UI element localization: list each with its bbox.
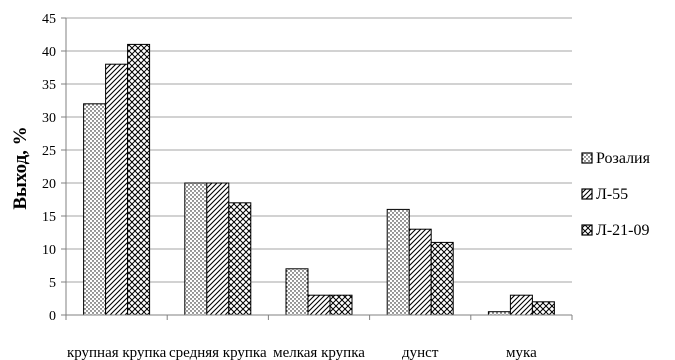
legend-swatch-dots bbox=[581, 152, 593, 164]
y-axis-ticks: 0 5 10 15 20 25 30 35 40 45 bbox=[42, 12, 56, 324]
legend-label: Розалия bbox=[596, 150, 651, 167]
y-tick-label: 5 bbox=[49, 276, 56, 291]
y-axis-label: Выход, % bbox=[10, 126, 31, 209]
y-tick-label: 25 bbox=[42, 144, 56, 159]
bar-diagonal-0 bbox=[105, 63, 129, 316]
gridlines bbox=[61, 17, 572, 316]
x-category-label: крупная крупка bbox=[67, 345, 167, 360]
bar-diagonal-2 bbox=[307, 294, 331, 316]
bar-crosshatch-1 bbox=[228, 202, 252, 316]
x-category-label: мука bbox=[506, 345, 537, 360]
y-tick-label: 10 bbox=[42, 243, 56, 258]
bar-crosshatch-0 bbox=[127, 43, 151, 316]
x-axis-categories: крупная крупка средняя крупка мелкая крупк… bbox=[67, 345, 537, 360]
bar-dots-2 bbox=[285, 268, 309, 316]
bar-crosshatch-4 bbox=[531, 301, 555, 316]
y-tick-label: 20 bbox=[42, 177, 56, 192]
axes bbox=[65, 18, 573, 320]
legend-swatch-crosshatch bbox=[581, 224, 593, 236]
bar-dots-1 bbox=[184, 182, 208, 316]
bar-diagonal-1 bbox=[206, 182, 230, 316]
y-tick-label: 30 bbox=[42, 111, 56, 126]
y-tick-label: 0 bbox=[49, 309, 56, 324]
y-tick-label: 35 bbox=[42, 78, 56, 93]
bar-diagonal-4 bbox=[509, 294, 533, 316]
y-tick-label: 15 bbox=[42, 210, 56, 225]
x-category-label: средняя крупка bbox=[169, 345, 267, 360]
legend-swatch-diagonal bbox=[581, 188, 593, 200]
bar-crosshatch-2 bbox=[329, 294, 353, 316]
legend: Розалия Л-55 Л-21-09 bbox=[581, 150, 651, 239]
y-tick-label: 45 bbox=[42, 12, 56, 27]
bars bbox=[83, 43, 555, 316]
x-category-label: дунст bbox=[402, 345, 439, 360]
legend-label: Л-55 bbox=[596, 186, 628, 203]
bar-crosshatch-3 bbox=[430, 241, 454, 316]
bar-diagonal-3 bbox=[408, 228, 432, 316]
y-tick-label: 40 bbox=[42, 45, 56, 60]
legend-label: Л-21-09 bbox=[596, 222, 650, 239]
x-category-label: мелкая крупка bbox=[273, 345, 365, 360]
bar-dots-3 bbox=[386, 208, 410, 316]
bar-dots-0 bbox=[83, 103, 107, 316]
